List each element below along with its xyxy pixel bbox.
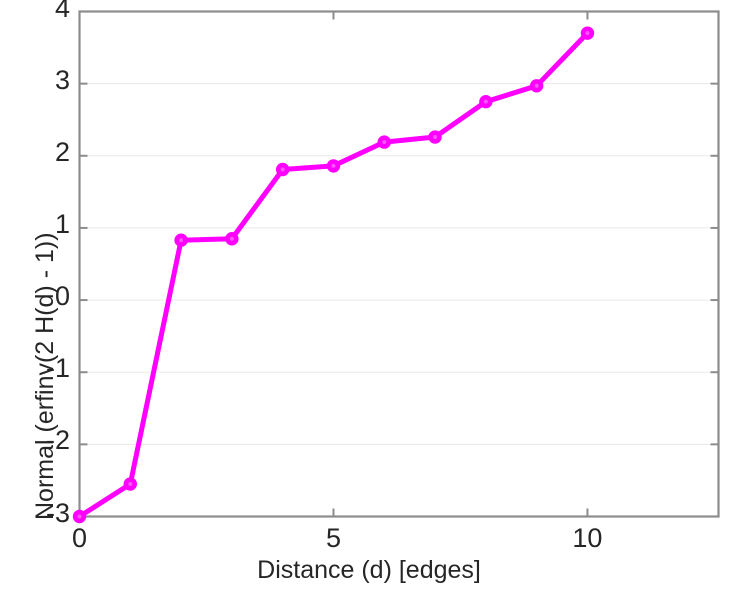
x-axis-title: Distance (d) [edges]: [257, 556, 481, 584]
data-point-marker-core: [382, 140, 387, 145]
y-tick-label: 3: [54, 64, 70, 95]
data-series-markers: [72, 26, 595, 524]
y-tick-label: 0: [54, 281, 70, 312]
data-point-marker-core: [585, 31, 590, 36]
data-point-marker-core: [77, 514, 82, 519]
y-tick-label: 1: [54, 208, 70, 239]
data-point-marker-core: [229, 236, 234, 241]
y-tick-label: 2: [54, 136, 70, 167]
y-axis-title-container: Normal (erfinv(2 H(d) - 1)): [0, 0, 59, 540]
axes-box: [78, 10, 720, 518]
data-point-marker-core: [280, 167, 285, 172]
x-tick-label: 0: [71, 522, 88, 553]
tick-marks-group: [78, 10, 719, 518]
data-point-marker-core: [433, 135, 438, 140]
x-tick-label: 10: [572, 522, 603, 553]
data-point-marker-core: [179, 238, 184, 243]
gridlines-group: [79, 83, 719, 445]
axes-frame: [78, 10, 720, 518]
data-point-marker-core: [483, 99, 488, 104]
y-tick-label: -1: [45, 353, 70, 384]
y-tick-label: 4: [54, 0, 70, 23]
y-axis-title: Normal (erfinv(2 H(d) - 1)): [31, 232, 59, 520]
data-point-marker-core: [331, 163, 336, 168]
y-tick-label: -2: [45, 425, 70, 456]
y-tick-label: -3: [45, 497, 70, 528]
data-point-marker-core: [534, 83, 539, 88]
x-tick-label: 5: [325, 522, 341, 553]
data-point-marker-core: [128, 482, 133, 487]
